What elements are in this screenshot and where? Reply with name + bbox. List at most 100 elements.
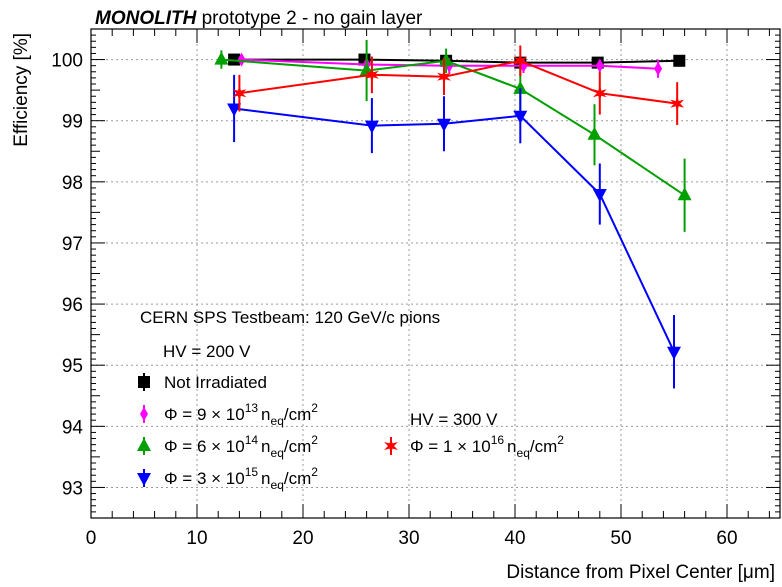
y-tick-label: 99 <box>62 112 83 133</box>
y-tick-label: 98 <box>62 173 83 194</box>
data-point <box>592 85 607 102</box>
series-3 <box>227 74 681 389</box>
chart-title: MONOLITH prototype 2 - no gain layer <box>95 8 423 29</box>
hv300-annotation: HV = 300 V <box>410 410 498 429</box>
legend-label: Φ = 1 × 1016 neq/cm2 <box>410 433 564 460</box>
x-tick-label: 10 <box>186 528 207 549</box>
legend-eq: eq <box>271 414 284 428</box>
legend-times: × 10 <box>211 469 245 488</box>
legend-phi: Φ = 6 <box>164 437 211 456</box>
legend-phi: Φ = 1 <box>410 437 457 456</box>
axes: 0 10 20 30 40 50 60 93 94 95 96 97 98 99 100 <box>51 28 781 549</box>
data-point <box>232 85 247 102</box>
y-tick-label: 97 <box>62 234 83 255</box>
data-point <box>365 66 379 83</box>
beam-annotation: CERN SPS Testbeam: 120 GeV/c pions <box>140 308 440 327</box>
y-tick-label: 96 <box>62 295 83 316</box>
legend-marker <box>138 376 150 388</box>
legend-label: Not Irradiated <box>164 373 267 392</box>
y-tick-label: 94 <box>62 417 84 438</box>
data-point <box>587 126 602 140</box>
legend-unit: /cm <box>284 405 311 424</box>
legend-phi: Φ = 9 <box>164 405 211 424</box>
x-tick-label: 60 <box>716 528 737 549</box>
data-point <box>237 52 246 67</box>
legend-exponent: 13 <box>245 401 259 415</box>
legend-entry-1: Φ = 9 × 1013 neq/cm2 <box>140 401 318 428</box>
series-line <box>234 58 680 64</box>
series-line <box>221 58 686 197</box>
data-point <box>437 68 451 85</box>
chart-title-bold: MONOLITH <box>95 8 198 29</box>
legend-unit: /cm <box>530 437 557 456</box>
legend-eq: eq <box>517 446 530 460</box>
series-line <box>233 107 675 353</box>
series-4 <box>232 45 685 125</box>
data-point <box>677 187 692 201</box>
data-point <box>519 58 528 73</box>
hv200-annotation: HV = 200 V <box>163 342 251 361</box>
legend-label: Φ = 9 × 1013 neq/cm2 <box>164 401 318 428</box>
legend-label: Φ = 6 × 1014 neq/cm2 <box>164 433 318 460</box>
x-tick-label: 50 <box>610 528 631 549</box>
data-point <box>670 95 685 112</box>
legend-times: × 10 <box>457 437 491 456</box>
legend-marker <box>384 438 398 454</box>
legend-neq: n <box>507 437 516 456</box>
data-point <box>439 52 454 66</box>
legend-entry-3: Φ = 3 × 1015 neq/cm2 <box>137 465 318 492</box>
legend-unit-exp: 2 <box>311 401 318 415</box>
data-point <box>364 120 379 134</box>
data-point <box>592 189 607 203</box>
legend-neq: n <box>261 437 270 456</box>
x-tick-label: 0 <box>86 528 97 549</box>
series-line <box>241 58 659 70</box>
legend-unit-exp: 2 <box>311 465 318 479</box>
legend-eq: eq <box>271 446 284 460</box>
legend-phi: Φ = 3 <box>164 469 211 488</box>
y-tick-label: 100 <box>51 51 83 72</box>
series-layer <box>214 40 692 389</box>
data-point <box>513 110 528 124</box>
legend-exponent: 15 <box>245 465 259 479</box>
legend-neq: n <box>261 469 270 488</box>
data-point <box>214 51 229 65</box>
x-tick-label: 20 <box>292 528 313 549</box>
data-point <box>227 103 242 117</box>
data-point <box>667 346 681 360</box>
legend-unit-exp: 2 <box>311 433 318 447</box>
y-tick-label: 95 <box>62 356 83 377</box>
legend-marker <box>137 438 151 451</box>
grid <box>91 29 780 518</box>
data-point <box>673 54 686 67</box>
legend-neq: n <box>261 405 270 424</box>
legend-unit: /cm <box>284 437 311 456</box>
data-point <box>513 52 528 69</box>
legend-unit: /cm <box>284 469 311 488</box>
data-point <box>436 118 451 132</box>
legend-marker <box>140 407 148 421</box>
y-axis-label: Efficiency [%] <box>11 33 32 147</box>
legend-times: × 10 <box>211 437 245 456</box>
series-2 <box>214 40 692 232</box>
legend-unit-exp: 2 <box>557 433 564 447</box>
legend-label: Φ = 3 × 1015 neq/cm2 <box>164 465 318 492</box>
x-tick-label: 30 <box>398 528 419 549</box>
legend-eq: eq <box>271 478 284 492</box>
x-axis-label: Distance from Pixel Center [μm] <box>506 562 775 583</box>
data-point <box>595 58 604 73</box>
legend-entry-4: Φ = 1 × 1016 neq/cm2 <box>384 433 564 460</box>
y-tick-label: 93 <box>62 478 83 499</box>
legend-exponent: 16 <box>491 433 505 447</box>
legend-exponent: 14 <box>245 433 259 447</box>
chart-title-rest: prototype 2 - no gain layer <box>196 8 423 29</box>
legend-entry-2: Φ = 6 × 1014 neq/cm2 <box>137 433 318 460</box>
series-line <box>239 59 678 105</box>
legend-marker <box>137 473 151 486</box>
legend-times: × 10 <box>211 405 245 424</box>
data-point <box>654 61 663 76</box>
data-point <box>513 80 528 94</box>
legend-entry-0: Not Irradiated <box>138 373 267 392</box>
